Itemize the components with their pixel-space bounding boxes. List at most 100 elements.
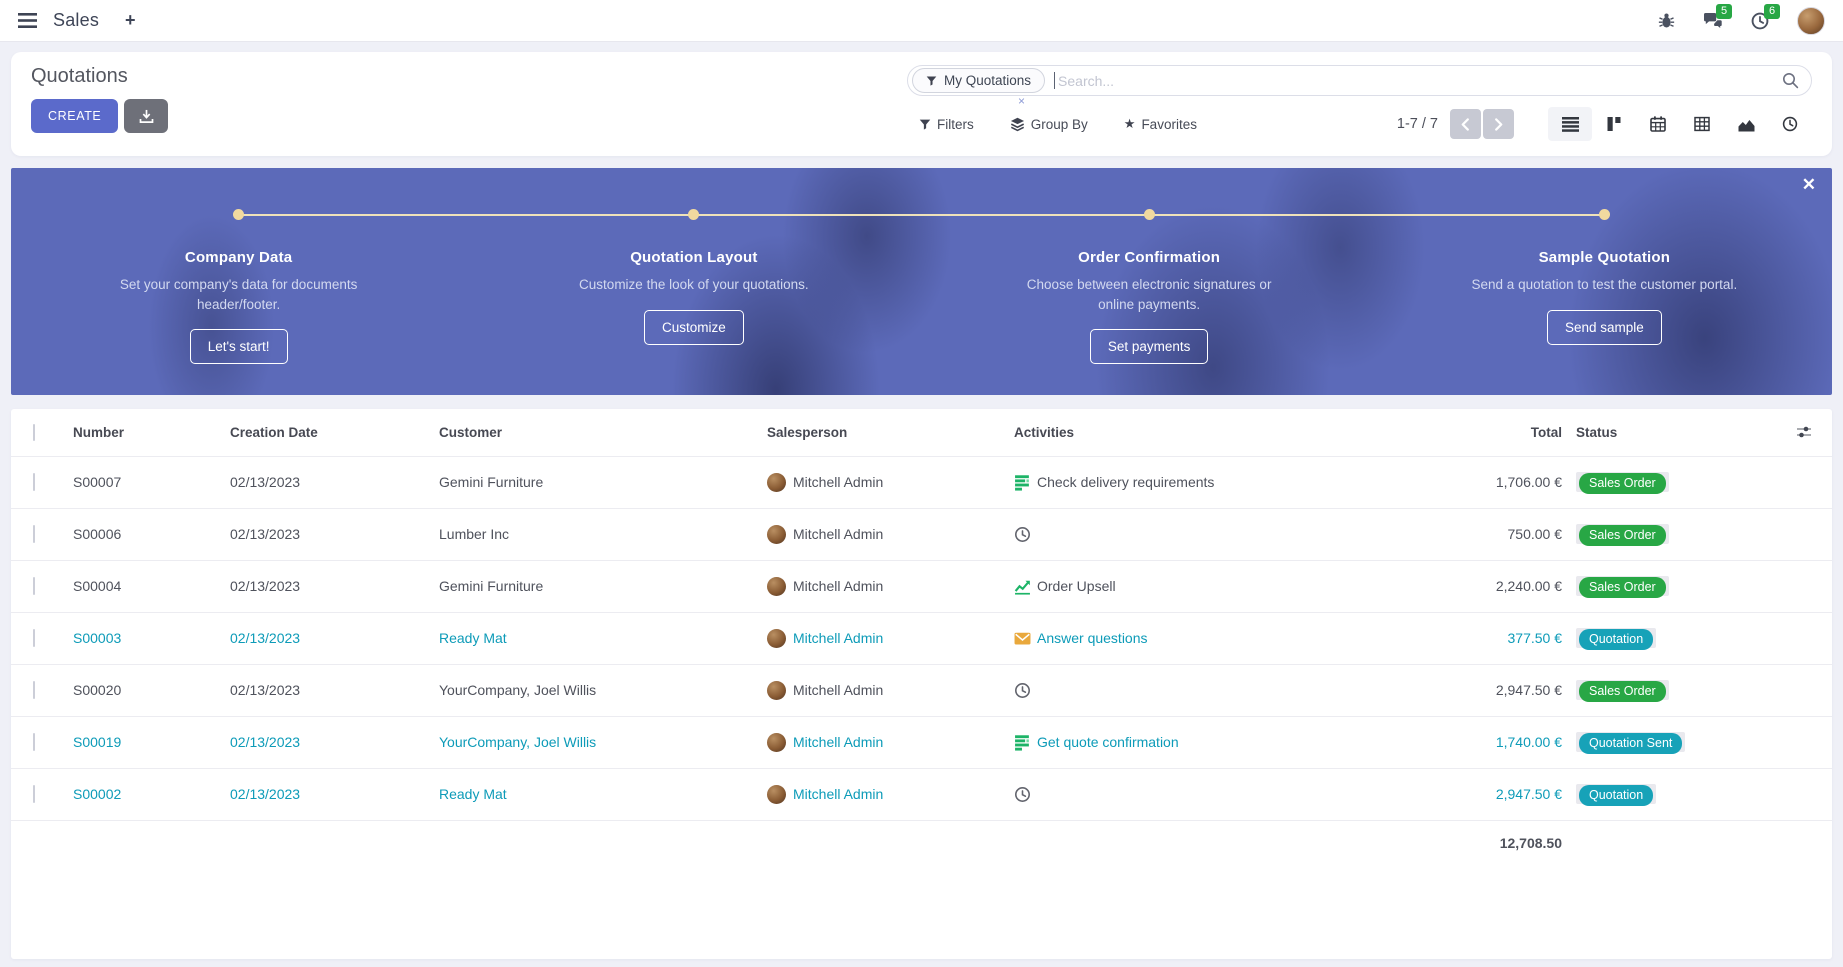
user-avatar[interactable] [1797, 6, 1825, 35]
column-header-total[interactable]: Total [1530, 424, 1562, 440]
pager-count: 1-7 / 7 [1396, 116, 1438, 132]
view-pivot-button[interactable] [1680, 107, 1724, 141]
salesperson-name: Mitchell Admin [793, 786, 884, 802]
salesperson-avatar [767, 472, 786, 492]
quotation-row[interactable]: S00020 02/13/2023 YourCompany, Joel Will… [11, 663, 1832, 716]
salesperson-avatar [767, 680, 786, 700]
filters-dropdown[interactable]: Filters [919, 116, 974, 132]
status-badge: Quotation [1576, 628, 1657, 650]
row-checkbox[interactable] [33, 733, 35, 751]
favorites-dropdown[interactable]: ★ Favorites [1123, 116, 1197, 132]
send-sample-button[interactable]: Send sample [1546, 309, 1662, 345]
customize-button[interactable]: Customize [643, 309, 744, 345]
group-by-dropdown[interactable]: Group By [1010, 116, 1088, 132]
timeline-dot [233, 209, 245, 220]
view-activity-button[interactable] [1768, 107, 1812, 141]
view-switcher [1548, 107, 1812, 141]
quotations-table: Number Creation Date Customer Salesperso… [11, 409, 1832, 865]
messages-badge: 5 [1716, 4, 1733, 19]
row-checkbox[interactable] [33, 473, 35, 491]
row-checkbox[interactable] [33, 525, 35, 543]
row-checkbox[interactable] [33, 629, 35, 647]
create-button[interactable]: CREATE [31, 99, 119, 133]
column-header-creation-date[interactable]: Creation Date [230, 424, 318, 440]
select-all-checkbox[interactable] [33, 423, 35, 441]
chart-activity-icon [1014, 578, 1031, 595]
status-badge: Sales Order [1576, 680, 1669, 702]
status-badge: Quotation [1576, 784, 1657, 806]
search-input[interactable] [1058, 72, 1782, 89]
column-header-status[interactable]: Status [1576, 424, 1618, 440]
timeline-dot [688, 209, 700, 220]
view-calendar-button[interactable] [1636, 107, 1680, 141]
search-bar[interactable]: My Quotations × [907, 65, 1812, 107]
optional-columns-icon[interactable] [1781, 424, 1832, 440]
row-checkbox[interactable] [33, 681, 35, 699]
activities-clock-icon[interactable]: 6 [1751, 3, 1781, 30]
creation-date: 02/13/2023 [230, 663, 439, 716]
row-checkbox[interactable] [33, 577, 35, 595]
graph-view-icon [1738, 119, 1754, 131]
pager-next-button[interactable] [1483, 109, 1514, 139]
quotation-row[interactable]: S00019 02/13/2023 YourCompany, Joel Will… [11, 715, 1832, 768]
column-header-number[interactable]: Number [73, 424, 125, 440]
activity-cell[interactable]: Order Upsell [1014, 578, 1441, 595]
app-name[interactable]: Sales [53, 10, 100, 30]
pivot-view-icon [1694, 116, 1710, 132]
total-amount: 750.00 € [1441, 507, 1566, 560]
quotation-row[interactable]: S00007 02/13/2023 Gemini Furniture Mitch… [11, 455, 1832, 508]
quotation-number: S00007 [73, 455, 230, 508]
quotation-number: S00004 [73, 559, 230, 612]
quotation-row[interactable]: S00002 02/13/2023 Ready Mat Mitchell Adm… [11, 767, 1832, 820]
quotation-number: S00020 [73, 663, 230, 716]
view-kanban-button[interactable] [1592, 107, 1636, 141]
add-tab-icon[interactable]: + [125, 10, 136, 30]
debug-bug-icon[interactable] [1658, 12, 1675, 29]
lets-start-button[interactable]: Let's start! [189, 329, 288, 365]
activity-cell[interactable] [1014, 526, 1441, 543]
salesperson-avatar [767, 784, 786, 804]
salesperson-avatar [767, 732, 786, 752]
activity-cell[interactable] [1014, 682, 1441, 699]
export-button[interactable] [124, 99, 169, 133]
quotation-number: S00002 [73, 767, 230, 820]
layers-icon [1010, 117, 1024, 131]
salesperson-name: Mitchell Admin [793, 630, 884, 646]
column-header-activities[interactable]: Activities [1014, 424, 1075, 440]
banner-close-icon[interactable]: ✕ [1801, 175, 1816, 194]
menu-icon[interactable] [18, 13, 37, 28]
calendar-view-icon [1650, 116, 1666, 132]
envelope-activity-icon [1014, 630, 1031, 647]
clock-activity-icon [1014, 786, 1031, 803]
activity-cell[interactable]: Check delivery requirements [1014, 474, 1441, 491]
row-checkbox[interactable] [33, 785, 35, 803]
quotation-row[interactable]: S00006 02/13/2023 Lumber Inc Mitchell Ad… [11, 507, 1832, 560]
activities-badge: 6 [1764, 3, 1781, 19]
list-activity-icon [1014, 734, 1031, 751]
table-footer-row: 12,708.50 [11, 819, 1832, 865]
filter-funnel-icon [926, 76, 937, 86]
facet-remove-icon[interactable]: × [1018, 94, 1026, 108]
view-graph-button[interactable] [1724, 107, 1768, 141]
total-amount: 1,706.00 € [1441, 455, 1566, 508]
search-facet[interactable]: My Quotations [912, 68, 1046, 93]
salesperson-avatar [767, 576, 786, 596]
list-view-icon [1561, 116, 1579, 132]
view-list-button[interactable] [1548, 107, 1592, 141]
creation-date: 02/13/2023 [230, 507, 439, 560]
total-amount: 2,947.50 € [1441, 663, 1566, 716]
total-amount: 1,740.00 € [1441, 715, 1566, 768]
search-icon[interactable] [1782, 72, 1799, 89]
messages-icon[interactable]: 5 [1703, 4, 1733, 29]
page-title: Quotations [31, 65, 128, 87]
column-header-customer[interactable]: Customer [439, 424, 503, 440]
quotation-row[interactable]: S00003 02/13/2023 Ready Mat Mitchell Adm… [11, 611, 1832, 664]
pager-previous-button[interactable] [1450, 109, 1481, 139]
activity-cell[interactable] [1014, 786, 1441, 803]
quotation-row[interactable]: S00004 02/13/2023 Gemini Furniture Mitch… [11, 559, 1832, 612]
activity-cell[interactable]: Get quote confirmation [1014, 734, 1441, 751]
column-header-salesperson[interactable]: Salesperson [767, 424, 848, 440]
creation-date: 02/13/2023 [230, 611, 439, 664]
set-payments-button[interactable]: Set payments [1089, 329, 1209, 365]
activity-cell[interactable]: Answer questions [1014, 630, 1441, 647]
